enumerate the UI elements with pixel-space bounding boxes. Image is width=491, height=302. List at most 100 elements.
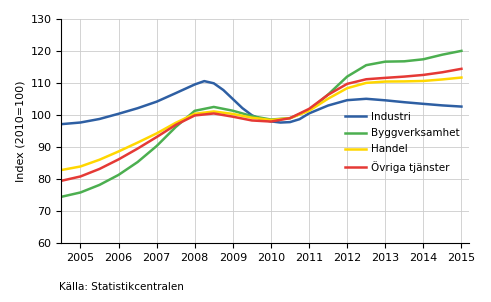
- Övriga tjänster: [363, 77, 369, 81]
- Övriga tjänster: [268, 120, 274, 123]
- Handel: [459, 76, 464, 79]
- Byggverksamhet: [115, 173, 121, 177]
- Byggverksamhet: [192, 109, 198, 113]
- Övriga tjänster: [439, 70, 445, 74]
- Y-axis label: Index (2010=100): Index (2010=100): [15, 80, 25, 182]
- Övriga tjänster: [344, 82, 350, 86]
- Industri: [344, 98, 350, 102]
- Övriga tjänster: [230, 115, 236, 118]
- Handel: [325, 97, 331, 101]
- Industri: [420, 102, 426, 106]
- Handel: [230, 112, 236, 116]
- Byggverksamhet: [58, 195, 64, 199]
- Industri: [211, 82, 217, 85]
- Övriga tjänster: [382, 76, 388, 80]
- Industri: [230, 97, 236, 101]
- Handel: [306, 109, 312, 113]
- Handel: [344, 86, 350, 90]
- Legend: Industri, Byggverksamhet, Handel, Övriga tjänster: Industri, Byggverksamhet, Handel, Övriga…: [341, 108, 464, 177]
- Industri: [258, 117, 264, 121]
- Line: Byggverksamhet: Byggverksamhet: [61, 51, 462, 197]
- Byggverksamhet: [439, 53, 445, 56]
- Handel: [97, 158, 103, 162]
- Industri: [220, 88, 226, 92]
- Byggverksamhet: [97, 183, 103, 187]
- Övriga tjänster: [135, 147, 140, 150]
- Övriga tjänster: [401, 75, 407, 79]
- Industri: [287, 120, 293, 124]
- Byggverksamhet: [363, 63, 369, 67]
- Övriga tjänster: [249, 119, 255, 122]
- Övriga tjänster: [58, 179, 64, 183]
- Line: Övriga tjänster: Övriga tjänster: [61, 69, 462, 181]
- Industri: [382, 98, 388, 102]
- Industri: [401, 100, 407, 104]
- Industri: [135, 106, 140, 110]
- Byggverksamhet: [78, 191, 83, 194]
- Övriga tjänster: [325, 93, 331, 97]
- Byggverksamhet: [135, 160, 140, 164]
- Industri: [192, 83, 198, 86]
- Industri: [201, 79, 207, 83]
- Byggverksamhet: [306, 108, 312, 112]
- Byggverksamhet: [154, 144, 160, 148]
- Handel: [268, 118, 274, 122]
- Industri: [268, 120, 274, 123]
- Övriga tjänster: [115, 158, 121, 161]
- Handel: [363, 81, 369, 85]
- Handel: [173, 121, 179, 125]
- Byggverksamhet: [268, 118, 274, 121]
- Övriga tjänster: [78, 175, 83, 178]
- Byggverksamhet: [459, 49, 464, 53]
- Text: Källa: Statistikcentralen: Källa: Statistikcentralen: [59, 282, 184, 292]
- Handel: [135, 141, 140, 144]
- Industri: [306, 112, 312, 115]
- Industri: [363, 97, 369, 101]
- Industri: [325, 104, 331, 107]
- Övriga tjänster: [173, 123, 179, 127]
- Byggverksamhet: [173, 125, 179, 129]
- Industri: [240, 106, 246, 110]
- Övriga tjänster: [459, 67, 464, 71]
- Industri: [277, 121, 283, 124]
- Byggverksamhet: [230, 109, 236, 113]
- Handel: [192, 112, 198, 116]
- Övriga tjänster: [97, 167, 103, 171]
- Handel: [211, 110, 217, 113]
- Övriga tjänster: [287, 116, 293, 120]
- Byggverksamhet: [211, 105, 217, 109]
- Övriga tjänster: [154, 135, 160, 139]
- Handel: [249, 116, 255, 120]
- Övriga tjänster: [420, 73, 426, 77]
- Handel: [420, 79, 426, 83]
- Byggverksamhet: [401, 59, 407, 63]
- Industri: [78, 121, 83, 124]
- Handel: [154, 132, 160, 135]
- Byggverksamhet: [382, 60, 388, 63]
- Industri: [115, 112, 121, 116]
- Byggverksamhet: [344, 75, 350, 79]
- Byggverksamhet: [325, 93, 331, 96]
- Handel: [287, 116, 293, 120]
- Handel: [439, 78, 445, 81]
- Industri: [249, 114, 255, 117]
- Industri: [58, 122, 64, 126]
- Övriga tjänster: [211, 112, 217, 115]
- Övriga tjänster: [192, 114, 198, 117]
- Handel: [115, 150, 121, 153]
- Industri: [297, 117, 302, 121]
- Line: Industri: Industri: [61, 81, 462, 124]
- Industri: [439, 104, 445, 107]
- Övriga tjänster: [306, 107, 312, 111]
- Handel: [58, 168, 64, 172]
- Industri: [97, 117, 103, 121]
- Industri: [173, 91, 179, 95]
- Line: Handel: Handel: [61, 78, 462, 170]
- Handel: [382, 80, 388, 83]
- Byggverksamhet: [287, 116, 293, 120]
- Industri: [154, 100, 160, 104]
- Handel: [401, 80, 407, 83]
- Industri: [459, 105, 464, 108]
- Byggverksamhet: [249, 114, 255, 118]
- Byggverksamhet: [420, 57, 426, 61]
